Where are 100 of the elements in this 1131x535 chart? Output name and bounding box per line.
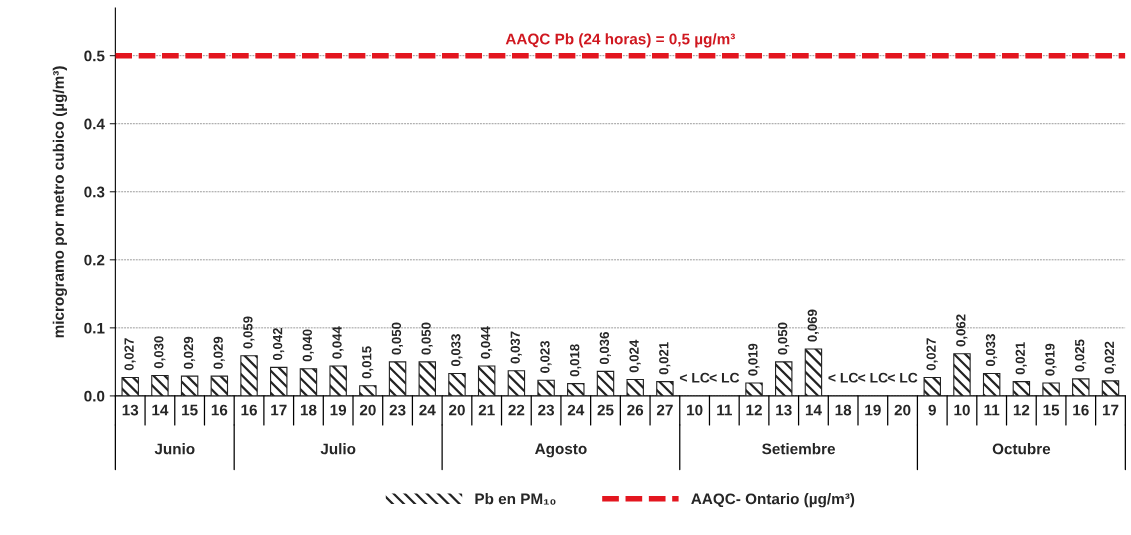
x-tick-label: 12 [746,404,762,416]
data-label: 0,044 [480,326,493,359]
data-label: 0,027 [124,338,136,371]
x-tick-label: 20 [359,404,376,416]
data-label: 0,029 [213,336,225,369]
x-tick-label: 17 [1102,404,1119,416]
x-tick-label: 16 [211,404,228,416]
x-tick-label: 27 [656,404,673,416]
y-tick-label: 0.0 [84,390,105,402]
data-label: 0,030 [154,336,166,369]
bar [1042,382,1060,396]
y-tick-label: 0.1 [84,322,105,334]
x-tick-label: 12 [1013,404,1030,416]
text: Junio [154,443,195,455]
x-tick-label: 17 [271,404,287,416]
bar [626,379,644,396]
annotation: AAQC Pb (24 horas) = 0,5 µg/m³ [505,33,736,48]
bar [388,361,407,396]
x-tick-label: 16 [1073,404,1089,416]
x-tick-label: 19 [330,404,347,416]
x-tick-label: 23 [389,404,406,416]
text: < LC [858,372,888,383]
y-tick-label: 0.5 [84,50,105,62]
x-tick-label: 18 [300,404,317,416]
bar [775,361,793,396]
y-tick-label: 0.2 [84,254,105,266]
bar [537,379,555,396]
data-label: 0,025 [1074,339,1087,372]
data-label: 0,037 [510,331,522,364]
x-tick-label: 10 [954,404,970,416]
x-tick-label: 11 [984,404,1000,416]
data-label: 0,021 [659,342,671,375]
data-label: 0,040 [302,329,314,362]
bar [240,355,258,396]
x-tick-label: 20 [449,404,465,416]
data-label: 0,050 [421,322,433,355]
data-label: 0,021 [1015,342,1027,375]
y-tick-label: 0.3 [84,186,105,198]
bar [804,348,823,396]
x-tick-label: 25 [597,404,614,416]
data-label: 0,022 [1104,341,1116,374]
bar [121,376,139,396]
bar [745,382,763,396]
data-label: 0,029 [183,336,196,369]
x-tick-label: 9 [928,404,936,416]
bar [299,368,318,396]
bar [656,381,674,396]
data-label: 0,059 [243,316,255,349]
x-tick-label: 15 [182,404,198,416]
text: Octubre [992,443,1051,455]
x-tick-label: 16 [241,404,257,416]
legend-label: AAQC- Ontario (µg/m³) [691,493,855,508]
x-tick-label: 11 [717,404,732,416]
data-label: 0,019 [1045,343,1057,376]
data-label: 0,019 [748,343,760,376]
bar [953,353,971,396]
x-tick-label: 24 [567,404,585,416]
text: < LC [679,372,710,383]
bar [418,361,436,396]
data-label: 0,033 [451,334,463,367]
bar [448,372,466,396]
text: Julio [320,443,356,455]
bar [270,366,288,396]
x-tick-label: 21 [478,404,495,416]
data-label: 0,062 [956,314,968,347]
data-label: 0,044 [332,326,344,359]
x-tick-label: 26 [627,404,644,416]
data-label: 0,027 [926,338,938,371]
data-label: 0,023 [540,340,552,373]
bar [567,383,585,396]
data-label: 0,069 [807,309,819,342]
x-tick-label: 10 [687,404,703,416]
bar [507,370,526,396]
x-tick-label: 19 [865,404,881,416]
legend-label: Pb en PM₁₀ [475,493,556,505]
data-label: 0,036 [599,332,611,365]
x-tick-label: 15 [1043,404,1060,416]
x-tick-label: 14 [805,404,822,416]
bar [329,365,347,396]
y-axis-title: microgramo por metro cubico (µg/m³) [52,66,68,338]
data-label: 0,050 [391,322,404,355]
text: < LC [828,372,859,383]
bar [180,375,199,396]
data-label: 0,018 [569,344,582,377]
text: < LC [887,372,918,383]
y-tick-label: 0.4 [84,118,105,130]
x-tick-label: 14 [152,404,169,416]
text: Setiembre [762,443,835,455]
data-label: 0,024 [629,339,641,373]
bar [596,370,615,396]
bar [477,365,496,396]
text: < LC [709,372,740,383]
x-tick-label: 24 [419,404,436,416]
data-label: 0,033 [985,334,998,367]
bar [1012,381,1031,396]
bar [151,374,169,396]
data-label: 0,015 [362,346,374,379]
bar [1072,378,1090,396]
text: Agosto [535,443,587,458]
x-tick-label: 22 [508,404,525,416]
